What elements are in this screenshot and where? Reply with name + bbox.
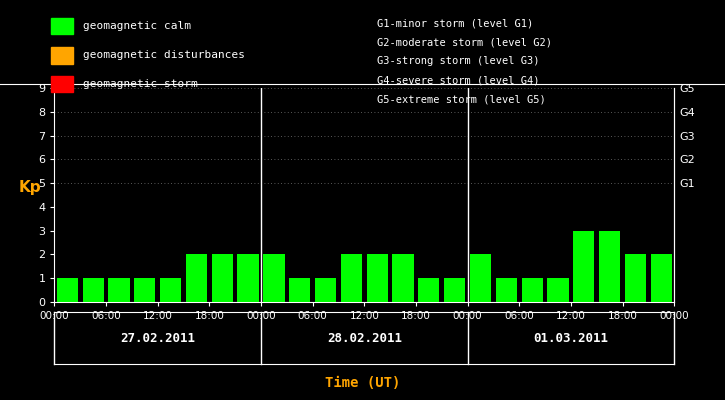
Bar	[263, 254, 284, 302]
Text: 01.03.2011: 01.03.2011	[534, 332, 608, 344]
Bar	[367, 254, 388, 302]
Bar	[341, 254, 362, 302]
Text: 28.02.2011: 28.02.2011	[327, 332, 402, 344]
Bar	[238, 254, 259, 302]
Bar	[470, 254, 491, 302]
Bar	[444, 278, 465, 302]
Bar	[418, 278, 439, 302]
Bar	[186, 254, 207, 302]
Bar	[521, 278, 543, 302]
Text: G2-moderate storm (level G2): G2-moderate storm (level G2)	[377, 37, 552, 47]
Bar	[83, 278, 104, 302]
Bar	[160, 278, 181, 302]
Text: geomagnetic calm: geomagnetic calm	[83, 21, 191, 31]
Bar	[134, 278, 155, 302]
Text: 27.02.2011: 27.02.2011	[120, 332, 195, 344]
Text: geomagnetic storm: geomagnetic storm	[83, 79, 198, 89]
Text: G1-minor storm (level G1): G1-minor storm (level G1)	[377, 18, 534, 28]
Bar	[573, 231, 594, 302]
Bar	[315, 278, 336, 302]
Text: G3-strong storm (level G3): G3-strong storm (level G3)	[377, 56, 539, 66]
Bar	[651, 254, 672, 302]
Bar	[392, 254, 414, 302]
Bar	[547, 278, 568, 302]
Bar	[212, 254, 233, 302]
Text: G5-extreme storm (level G5): G5-extreme storm (level G5)	[377, 95, 546, 105]
Y-axis label: Kp: Kp	[19, 180, 41, 195]
Bar	[289, 278, 310, 302]
Bar	[57, 278, 78, 302]
Bar	[496, 278, 517, 302]
Bar	[625, 254, 646, 302]
Text: G4-severe storm (level G4): G4-severe storm (level G4)	[377, 76, 539, 86]
Text: Time (UT): Time (UT)	[325, 376, 400, 390]
Text: geomagnetic disturbances: geomagnetic disturbances	[83, 50, 245, 60]
Bar	[599, 231, 621, 302]
Bar	[108, 278, 130, 302]
